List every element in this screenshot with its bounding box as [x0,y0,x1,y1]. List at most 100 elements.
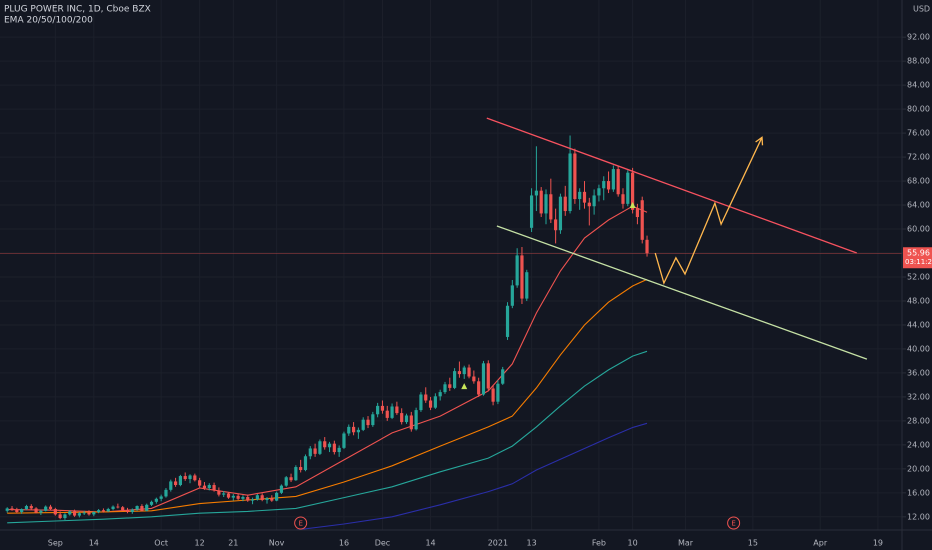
candle-body [53,509,57,515]
candle-body [520,255,524,299]
candle-body [106,509,110,512]
candle-body [635,208,640,218]
candle-body [356,429,360,433]
y-tick-label: 20.00 [907,464,930,473]
candle-body [279,485,284,493]
candle-body [135,506,139,510]
y-tick-label: 48.00 [907,296,930,305]
candle-body [554,219,558,231]
candle-body [202,485,207,489]
trendline [654,137,763,285]
candle-body [640,200,644,240]
candle-body [414,410,418,430]
candle-body [501,369,505,384]
x-tick-label: 14 [89,539,99,548]
y-tick-label: 28.00 [907,416,930,425]
candle-body [101,510,106,512]
candle-body [24,506,29,510]
trendline [486,117,858,254]
x-tick-label: 12 [195,539,205,548]
y-tick-label: 52.00 [907,272,930,281]
candle-body [467,367,471,377]
candle-body [347,426,351,434]
candle-body [385,410,389,418]
candle-body [323,441,327,448]
y-tick-label: 40.00 [907,344,930,353]
candle-body [515,255,519,286]
ema-line [7,278,648,514]
candle-body [371,414,375,426]
currency: USD [913,5,930,14]
candle-body [582,191,587,203]
candle-body [236,495,240,499]
candle-body [299,467,303,471]
earnings-marker [294,516,308,530]
candle-body [616,169,620,195]
signal-marker [629,202,636,209]
candle-body [327,443,332,448]
candle-body [505,305,510,337]
candle-body [342,433,346,448]
candle-body [125,510,130,513]
candle-body [337,447,341,453]
candle-body [390,406,394,418]
candle-body [255,495,259,500]
candle-body [173,481,178,486]
y-tick-label: 72.00 [907,153,930,162]
candle-body [111,506,115,510]
earnings-label: E [731,520,735,528]
x-tick-label: Dec [375,539,390,548]
candle-body [164,489,168,497]
candle-body [404,415,409,423]
candle-body [409,415,413,430]
candle-body [149,501,154,505]
candle-body [212,485,216,491]
x-tick-label: 15 [748,539,758,548]
candle-body [97,510,101,513]
candle-body [481,363,486,395]
candle-body [529,195,534,228]
candle-body [525,272,529,299]
candle-body [308,448,312,457]
y-tick-label: 84.00 [907,81,930,90]
y-tick-label: 76.00 [907,129,930,138]
candle-body [568,153,572,212]
last-price-box [903,247,932,269]
candle-body [631,172,635,210]
x-tick-label: 13 [526,539,536,548]
candle-body [10,508,14,510]
candle-body [63,514,67,519]
candle-body [510,285,514,306]
chart-title: PLUG POWER INC, 1D, Cboe BZX [4,5,151,15]
y-tick-label: 36.00 [907,368,930,377]
plot-area [0,117,902,530]
candle-body [303,456,308,471]
candle-body [250,499,255,501]
candle-body [188,475,192,480]
candle-body [226,493,231,498]
candle-body [453,371,457,388]
candle-body [294,467,298,481]
candle-body [130,509,134,513]
candle-body [169,481,173,490]
candle-body [351,426,356,433]
candle-body [116,506,120,508]
candle-body [140,506,144,511]
candle-body [15,509,19,513]
candle-body [289,477,293,481]
x-tick-label: 19 [873,539,883,548]
candle-body [395,406,399,414]
candle-body [29,506,33,509]
candle-body [611,169,615,190]
candle-body [207,485,211,489]
candle-body [217,490,221,495]
candle-body [260,495,264,501]
candle-body [621,194,625,204]
candle-body [462,367,466,375]
candle-body [332,443,336,453]
candle-body [428,400,433,408]
y-tick-label: 64.00 [907,201,930,210]
